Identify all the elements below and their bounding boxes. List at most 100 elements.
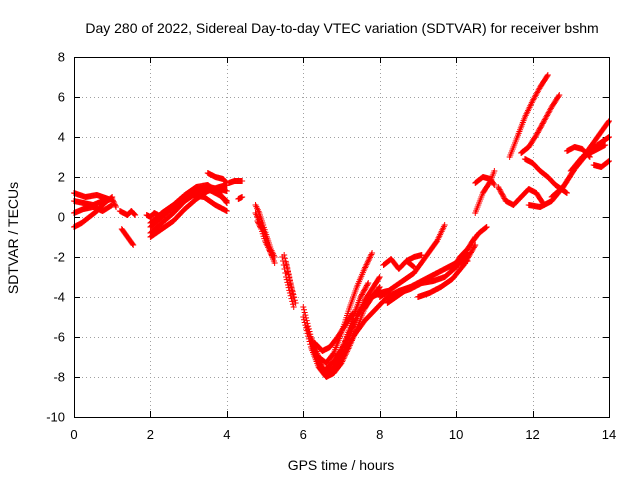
y-tick-label: 8	[58, 50, 65, 65]
y-axis-label: SDTVAR / TECUs	[5, 182, 21, 294]
data-point	[362, 263, 369, 270]
data-point	[300, 304, 307, 310]
data-point	[111, 201, 118, 208]
data-point	[300, 314, 307, 320]
data-point	[348, 325, 355, 332]
data-point	[130, 210, 137, 217]
data-series	[166, 192, 230, 214]
x-axis-label: GPS time / hours	[288, 457, 395, 473]
data-point	[285, 272, 292, 278]
data-point	[289, 298, 296, 305]
data-series	[116, 208, 139, 218]
data-point	[223, 188, 230, 194]
y-tick-label: 0	[58, 210, 65, 225]
data-point	[483, 224, 490, 230]
data-point	[411, 264, 418, 270]
data-point	[289, 287, 296, 294]
data-point	[471, 243, 478, 250]
data-point	[318, 363, 325, 370]
x-tick-label: 2	[147, 427, 154, 442]
data-point	[346, 328, 353, 335]
data-point	[300, 316, 307, 323]
data-point	[287, 281, 294, 288]
data-point	[285, 269, 291, 275]
data-point	[254, 218, 261, 224]
data-point	[363, 261, 370, 268]
data-point	[555, 93, 562, 100]
data-point	[358, 292, 365, 299]
data-point	[409, 262, 416, 269]
data-point	[376, 284, 383, 290]
data-point	[482, 225, 489, 232]
data-point	[491, 168, 498, 174]
data-point	[256, 222, 263, 228]
data-point	[441, 222, 448, 228]
data-point	[344, 334, 351, 341]
data-series	[472, 174, 498, 188]
data-point	[365, 280, 372, 286]
data-point	[376, 284, 383, 291]
data-point	[286, 275, 293, 281]
data-point	[291, 297, 298, 304]
data-point	[131, 211, 138, 218]
data-point	[342, 337, 349, 344]
data-point	[255, 220, 262, 227]
x-tick-label: 6	[300, 427, 307, 442]
data-point	[339, 357, 346, 364]
data-point	[352, 316, 359, 323]
data-point	[498, 190, 505, 197]
y-tick-label: -4	[53, 290, 65, 305]
data-point	[239, 194, 246, 200]
data-point	[345, 331, 352, 338]
data-series	[590, 158, 612, 170]
data-series	[147, 182, 230, 240]
data-point	[109, 202, 116, 208]
data-point	[341, 338, 348, 345]
data-point	[289, 301, 296, 308]
data-point	[269, 254, 276, 260]
data-point	[539, 120, 546, 127]
x-tick-label: 12	[525, 427, 539, 442]
data-point	[536, 126, 543, 133]
data-point	[365, 257, 372, 264]
y-tick-label: -6	[53, 330, 65, 345]
data-point	[363, 283, 370, 290]
data-point	[433, 239, 440, 245]
data-point	[346, 330, 353, 336]
data-point	[105, 196, 112, 202]
data-point	[351, 318, 358, 325]
y-tick-label: -2	[53, 250, 65, 265]
data-point	[284, 266, 291, 272]
data-point	[110, 198, 117, 205]
plot-frame	[74, 57, 610, 418]
data-point	[350, 321, 357, 328]
data-point	[351, 319, 358, 326]
data-point	[544, 73, 551, 80]
x-tick-label: 8	[376, 427, 383, 442]
data-point	[255, 219, 262, 226]
data-point	[362, 285, 369, 292]
data-point	[500, 194, 507, 201]
data-point	[538, 123, 545, 130]
data-point	[497, 189, 504, 196]
data-point	[343, 335, 350, 342]
data-series	[118, 226, 137, 248]
data-point	[344, 332, 351, 339]
data-point	[223, 200, 230, 206]
data-point	[534, 130, 541, 137]
data-point	[491, 182, 498, 188]
data-point	[256, 223, 263, 230]
data-point	[544, 72, 551, 78]
data-point	[538, 121, 545, 128]
data-point	[500, 192, 507, 199]
data-point	[301, 309, 308, 316]
x-tick-label: 14	[602, 427, 616, 442]
data-series	[380, 256, 418, 272]
data-point	[418, 252, 425, 258]
data-series	[269, 254, 276, 260]
data-point	[364, 258, 371, 265]
data-point	[366, 255, 373, 262]
data-point	[369, 250, 376, 256]
y-tick-label: -10	[46, 410, 65, 425]
